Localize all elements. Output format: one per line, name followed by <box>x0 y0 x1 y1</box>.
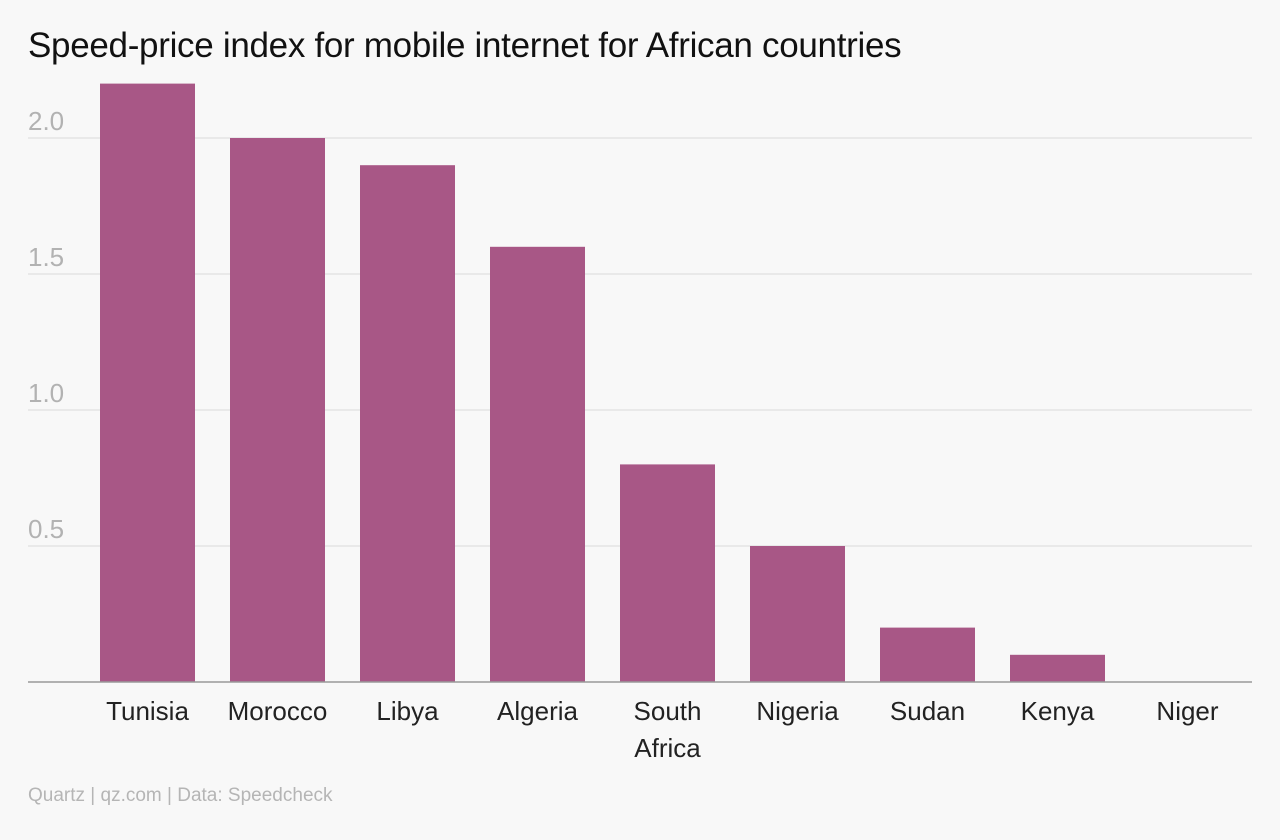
source-credit: Quartz | qz.com | Data: Speedcheck <box>28 785 333 806</box>
bar <box>100 83 195 683</box>
x-tick-label: Nigeria <box>756 696 839 726</box>
bar <box>1010 654 1105 682</box>
y-tick-label: 0.5 <box>28 514 64 544</box>
bar <box>230 138 325 682</box>
y-tick-label: 1.0 <box>28 378 64 408</box>
bar <box>360 165 455 682</box>
bar <box>490 246 585 683</box>
x-tick-label: Kenya <box>1021 696 1095 726</box>
x-tick-label: Sudan <box>890 696 965 726</box>
chart-title: Speed-price index for mobile internet fo… <box>28 26 902 65</box>
bar <box>880 627 975 682</box>
y-tick-label: 1.5 <box>28 242 64 272</box>
x-tick-label: Tunisia <box>106 696 189 726</box>
x-tick-label: South Africa <box>634 696 702 763</box>
x-tick-label: Morocco <box>228 696 328 726</box>
bar <box>620 464 715 682</box>
bar <box>750 546 845 682</box>
x-tick-label: Algeria <box>497 696 578 726</box>
y-tick-label: 2.0 <box>28 106 64 136</box>
x-tick-label: Niger <box>1156 696 1218 726</box>
x-tick-label: Libya <box>376 696 439 726</box>
